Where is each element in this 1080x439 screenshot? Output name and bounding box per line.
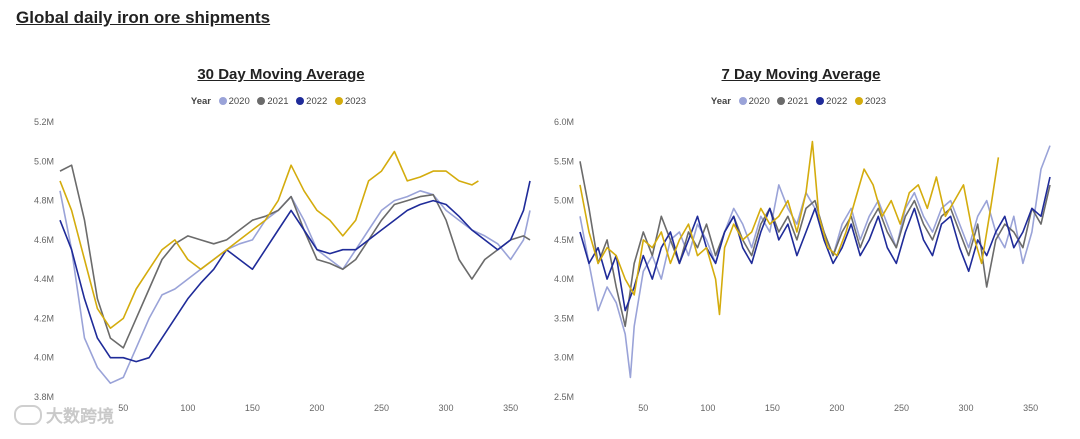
x-tick-label: 50 (118, 403, 128, 413)
x-tick-label: 350 (503, 403, 518, 413)
y-tick-label: 4.0M (554, 274, 574, 284)
y-tick-label: 3.0M (554, 353, 574, 363)
x-tick-label: 200 (829, 403, 844, 413)
y-tick-label: 5.5M (554, 156, 574, 166)
plot-area: 3.8M 4.0M 4.2M 4.4M 4.6M 4.8M 5.0M 5.2M 50 100 150… (34, 117, 531, 413)
x-tick-label: 250 (894, 403, 909, 413)
x-tick-label: 300 (439, 403, 454, 413)
series-line-2021[interactable] (59, 164, 531, 349)
legend-title: Year (190, 96, 211, 107)
watermark: 大数跨境 (14, 402, 114, 427)
legend-title: Year (710, 96, 731, 107)
x-tick-label: 100 (180, 403, 195, 413)
legend-item-2020[interactable]: 2020 (218, 96, 250, 107)
series-line-2022[interactable] (579, 176, 1051, 312)
y-tick-label: 4.0M (34, 353, 54, 363)
y-tick-label: 4.2M (34, 313, 54, 323)
x-tick-label: 350 (1023, 403, 1038, 413)
legend-item-2020[interactable]: 2020 (738, 96, 770, 107)
y-tick-label: 2.5M (554, 392, 574, 402)
chart-title: 30 Day Moving Average (197, 66, 365, 83)
y-tick-label: 4.8M (34, 196, 54, 206)
series-line-2020[interactable] (59, 190, 531, 384)
y-tick-label: 3.5M (554, 313, 574, 323)
page-title: Global daily iron ore shipments (16, 8, 271, 27)
x-tick-label: 150 (765, 403, 780, 413)
legend: Year 2020 2021 2022 2023 (16, 96, 546, 107)
plot-area: 2.5M 3.0M 3.5M 4.0M 4.5M 5.0M 5.5M 6.0M 50 100 150… (554, 117, 1051, 413)
legend-item-2023[interactable]: 2023 (334, 96, 366, 107)
y-tick-label: 4.6M (34, 235, 54, 245)
y-tick-label: 5.0M (34, 156, 54, 166)
series-line-2020[interactable] (579, 145, 1051, 379)
y-tick-label: 5.2M (34, 117, 54, 127)
x-tick-label: 250 (374, 403, 389, 413)
legend: Year 2020 2021 2022 2023 (536, 96, 1066, 107)
series-line-2021[interactable] (579, 161, 1051, 328)
watermark-logo-icon (14, 405, 42, 425)
legend-item-2021[interactable]: 2021 (257, 96, 289, 107)
x-tick-label: 150 (245, 403, 260, 413)
x-tick-label: 100 (700, 403, 715, 413)
y-tick-label: 5.0M (554, 196, 574, 206)
y-tick-label: 3.8M (34, 392, 54, 402)
x-tick-label: 200 (309, 403, 324, 413)
series-line-2022[interactable] (59, 180, 531, 363)
series-line-2023[interactable] (59, 150, 479, 329)
y-tick-label: 6.0M (554, 117, 574, 127)
x-tick-label: 50 (638, 403, 648, 413)
chart-30-day: 30 Day Moving Average Year 2020 2021 202… (16, 60, 546, 422)
chart-7-day: 7 Day Moving Average Year 2020 2021 2022… (536, 60, 1066, 422)
legend-item-2022[interactable]: 2022 (296, 96, 327, 107)
series-line-2023[interactable] (579, 140, 1000, 316)
legend-item-2022[interactable]: 2022 (816, 96, 847, 107)
chart-title: 7 Day Moving Average (721, 66, 881, 83)
legend-item-2021[interactable]: 2021 (777, 96, 809, 107)
x-tick-label: 300 (959, 403, 974, 413)
y-tick-label: 4.5M (554, 235, 574, 245)
y-tick-label: 4.4M (34, 274, 54, 284)
legend-item-2023[interactable]: 2023 (854, 96, 886, 107)
